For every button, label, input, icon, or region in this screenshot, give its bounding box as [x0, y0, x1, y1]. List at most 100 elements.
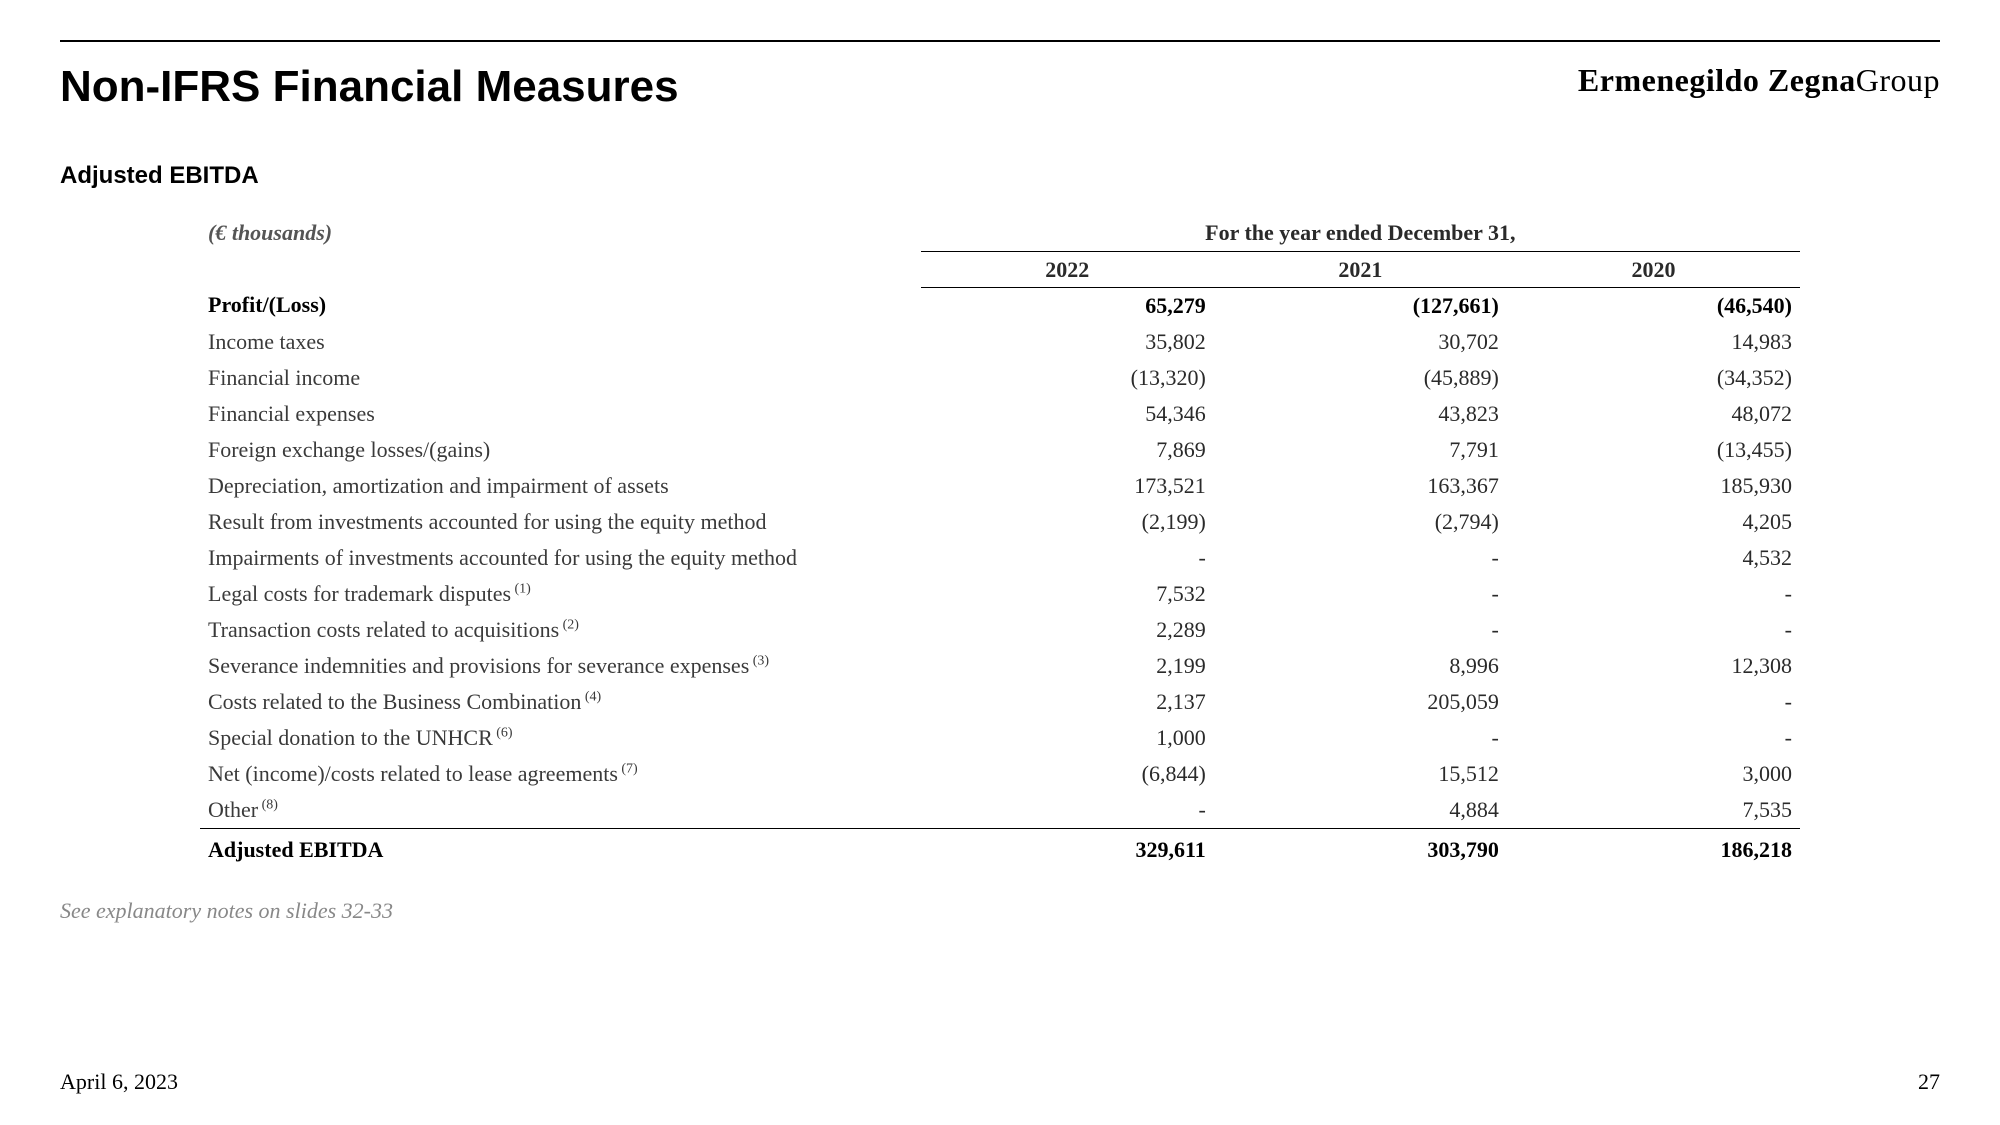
cell-value: 7,535: [1507, 792, 1800, 829]
row-label: Severance indemnities and provisions for…: [200, 648, 921, 684]
cell-value: -: [1507, 612, 1800, 648]
brand-suffix: Group: [1856, 62, 1940, 98]
table-row: Transaction costs related to acquisition…: [200, 612, 1800, 648]
cell-value: -: [1507, 684, 1800, 720]
table-row: Net (income)/costs related to lease agre…: [200, 756, 1800, 792]
cell-value: (2,794): [1214, 504, 1507, 540]
adjusted-ebitda-table: (€ thousands) For the year ended Decembe…: [200, 215, 1800, 868]
cell-value: 173,521: [921, 468, 1214, 504]
table-row: Depreciation, amortization and impairmen…: [200, 468, 1800, 504]
explanatory-note: See explanatory notes on slides 32-33: [60, 898, 1940, 924]
cell-value: 2,289: [921, 612, 1214, 648]
total-value: 329,611: [921, 828, 1214, 868]
table-row: Income taxes35,80230,70214,983: [200, 324, 1800, 360]
cell-value: 205,059: [1214, 684, 1507, 720]
cell-value: 4,205: [1507, 504, 1800, 540]
cell-value: 8,996: [1214, 648, 1507, 684]
cell-value: 7,532: [921, 576, 1214, 612]
row-label: Depreciation, amortization and impairmen…: [200, 468, 921, 504]
cell-value: 35,802: [921, 324, 1214, 360]
page-title: Non-IFRS Financial Measures: [60, 62, 679, 112]
footer-page-number: 27: [1918, 1069, 1940, 1095]
cell-value: -: [1214, 720, 1507, 756]
footnote-ref: (4): [581, 689, 601, 704]
brand-logo: Ermenegildo ZegnaGroup: [1578, 62, 1940, 99]
cell-value: -: [1214, 540, 1507, 576]
cell-value: 14,983: [1507, 324, 1800, 360]
footnote-ref: (6): [493, 725, 513, 740]
table-container: (€ thousands) For the year ended Decembe…: [60, 215, 1940, 868]
footer-date: April 6, 2023: [60, 1069, 178, 1095]
cell-value: 4,532: [1507, 540, 1800, 576]
cell-value: (127,661): [1214, 287, 1507, 324]
table-row: Impairments of investments accounted for…: [200, 540, 1800, 576]
cell-value: (2,199): [921, 504, 1214, 540]
cell-value: 4,884: [1214, 792, 1507, 829]
cell-value: -: [1507, 576, 1800, 612]
table-row: Severance indemnities and provisions for…: [200, 648, 1800, 684]
cell-value: 43,823: [1214, 396, 1507, 432]
cell-value: 185,930: [1507, 468, 1800, 504]
cell-value: (46,540): [1507, 287, 1800, 324]
period-header: For the year ended December 31,: [921, 215, 1800, 251]
cell-value: -: [921, 792, 1214, 829]
cell-value: 54,346: [921, 396, 1214, 432]
row-label: Transaction costs related to acquisition…: [200, 612, 921, 648]
row-label: Costs related to the Business Combinatio…: [200, 684, 921, 720]
cell-value: 2,137: [921, 684, 1214, 720]
cell-value: (6,844): [921, 756, 1214, 792]
row-label: Legal costs for trademark disputes (1): [200, 576, 921, 612]
section-subtitle: Adjusted EBITDA: [60, 162, 1940, 190]
table-row: Result from investments accounted for us…: [200, 504, 1800, 540]
cell-value: -: [1507, 720, 1800, 756]
cell-value: (13,455): [1507, 432, 1800, 468]
total-label: Adjusted EBITDA: [200, 828, 921, 868]
table-row: Costs related to the Business Combinatio…: [200, 684, 1800, 720]
footnote-ref: (1): [511, 581, 531, 596]
row-label: Other (8): [200, 792, 921, 829]
table-row: Financial expenses54,34643,82348,072: [200, 396, 1800, 432]
empty-header: [200, 251, 921, 287]
total-value: 186,218: [1507, 828, 1800, 868]
row-label: Net (income)/costs related to lease agre…: [200, 756, 921, 792]
row-label: Special donation to the UNHCR (6): [200, 720, 921, 756]
table-row: Profit/(Loss)65,279(127,661)(46,540): [200, 287, 1800, 324]
year-2021: 2021: [1214, 251, 1507, 287]
row-label: Financial expenses: [200, 396, 921, 432]
footnote-ref: (7): [618, 761, 638, 776]
cell-value: 12,308: [1507, 648, 1800, 684]
cell-value: -: [1214, 576, 1507, 612]
header-row: Non-IFRS Financial Measures Ermenegildo …: [60, 62, 1940, 112]
row-label: Impairments of investments accounted for…: [200, 540, 921, 576]
table-row: Legal costs for trademark disputes (1)7,…: [200, 576, 1800, 612]
cell-value: 7,869: [921, 432, 1214, 468]
table-row: Other (8)-4,8847,535: [200, 792, 1800, 829]
top-divider: [60, 40, 1940, 42]
cell-value: -: [921, 540, 1214, 576]
cell-value: 3,000: [1507, 756, 1800, 792]
year-2020: 2020: [1507, 251, 1800, 287]
cell-value: 65,279: [921, 287, 1214, 324]
brand-name: Ermenegildo Zegna: [1578, 62, 1856, 98]
footnote-ref: (8): [258, 797, 278, 812]
cell-value: 163,367: [1214, 468, 1507, 504]
cell-value: 1,000: [921, 720, 1214, 756]
cell-value: -: [1214, 612, 1507, 648]
cell-value: (45,889): [1214, 360, 1507, 396]
row-label: Profit/(Loss): [200, 287, 921, 324]
page-footer: April 6, 2023 27: [60, 1069, 1940, 1095]
table-row: Financial income(13,320)(45,889)(34,352): [200, 360, 1800, 396]
cell-value: 7,791: [1214, 432, 1507, 468]
table-row: Special donation to the UNHCR (6)1,000--: [200, 720, 1800, 756]
row-label: Income taxes: [200, 324, 921, 360]
cell-value: 48,072: [1507, 396, 1800, 432]
row-label: Financial income: [200, 360, 921, 396]
year-2022: 2022: [921, 251, 1214, 287]
total-row: Adjusted EBITDA329,611303,790186,218: [200, 828, 1800, 868]
cell-value: (13,320): [921, 360, 1214, 396]
table-row: Foreign exchange losses/(gains)7,8697,79…: [200, 432, 1800, 468]
footnote-ref: (2): [559, 617, 579, 632]
units-label: (€ thousands): [200, 215, 921, 251]
cell-value: 2,199: [921, 648, 1214, 684]
cell-value: 15,512: [1214, 756, 1507, 792]
